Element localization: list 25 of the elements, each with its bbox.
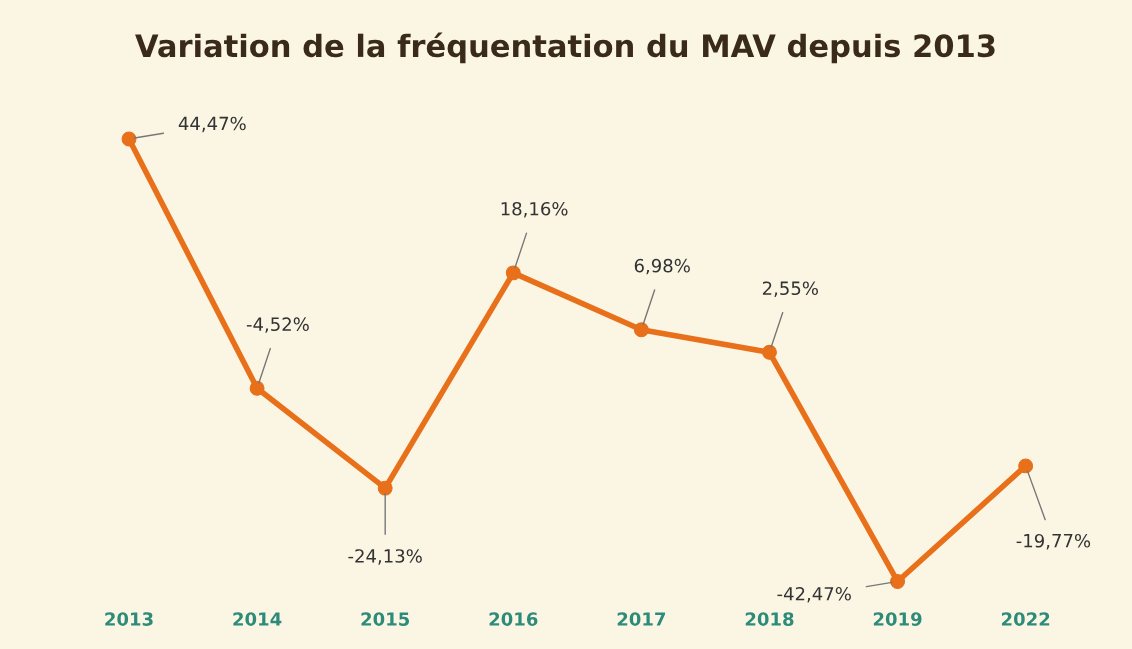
x-tick-label: 2016 bbox=[489, 612, 538, 626]
point bbox=[505, 265, 521, 281]
x-tick-label: 2017 bbox=[617, 612, 666, 626]
point bbox=[249, 380, 265, 396]
data-label: 44,47% bbox=[178, 116, 246, 133]
point bbox=[762, 344, 777, 360]
point bbox=[377, 480, 393, 496]
chart-title: Variation de la fréquentation du MAV depuis 2013 bbox=[135, 32, 995, 64]
data-label: -19,77% bbox=[1016, 533, 1091, 550]
data-label: -42,47% bbox=[777, 586, 851, 603]
data-label: 2,55% bbox=[762, 281, 818, 297]
x-tick-label: 2022 bbox=[1001, 612, 1050, 626]
point bbox=[633, 322, 649, 338]
data-label: 18,16% bbox=[501, 201, 568, 218]
point bbox=[890, 573, 906, 589]
point bbox=[121, 131, 137, 147]
data-label: -24,13% bbox=[348, 549, 422, 565]
x-tick-label: 2014 bbox=[233, 612, 282, 626]
point bbox=[1018, 458, 1034, 474]
x-tick-label: 2019 bbox=[873, 612, 922, 626]
data-label: -4,52% bbox=[246, 317, 309, 333]
x-tick-label: 2013 bbox=[105, 612, 153, 626]
x-tick-label: 2018 bbox=[745, 612, 794, 626]
data-label: 6,98% bbox=[634, 258, 690, 275]
x-tick-label: 2015 bbox=[361, 612, 410, 626]
